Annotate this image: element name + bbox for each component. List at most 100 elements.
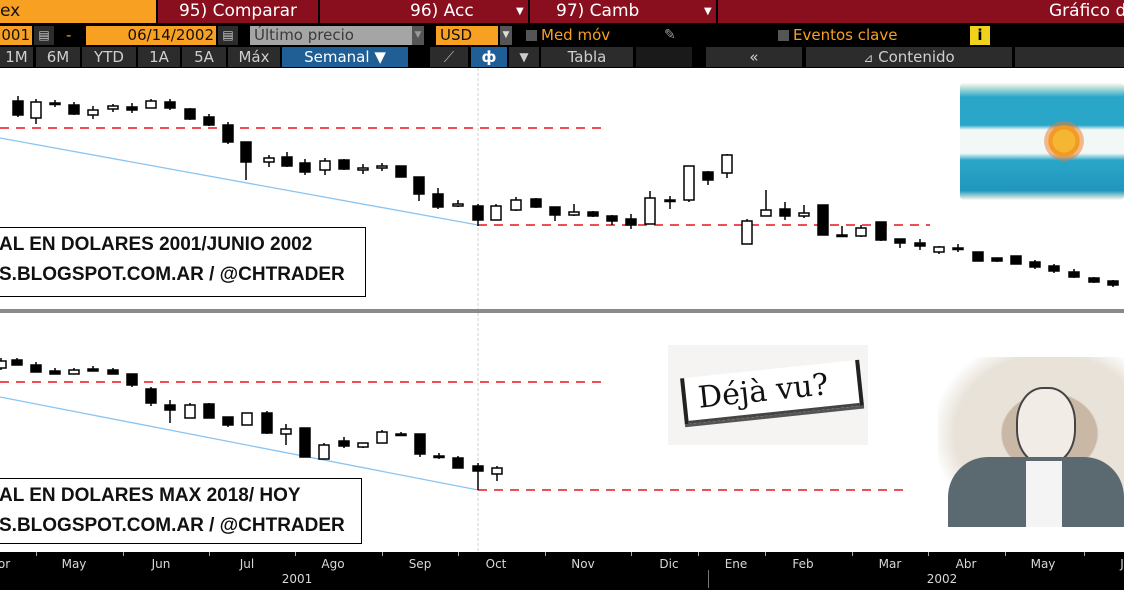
candle[interactable] [318,443,330,460]
range-1a-button[interactable]: 1A [138,47,180,67]
candle[interactable] [107,104,119,112]
dropdown-arrow-icon[interactable]: ▼ [500,26,512,45]
candle[interactable] [491,466,503,481]
candle[interactable] [472,204,484,226]
price-field-select[interactable]: Último precio [250,26,412,45]
start-date-input[interactable]: 001 [0,26,32,45]
candle[interactable] [184,108,196,120]
candle[interactable] [952,244,964,252]
candle[interactable] [241,412,253,426]
candle[interactable] [1029,260,1041,269]
table-button[interactable]: Tabla [541,47,633,67]
range-1m-button[interactable]: 1M [0,47,33,67]
candle[interactable] [164,400,176,423]
chart-type-dropdown-icon[interactable]: ▼ [509,47,539,67]
candle[interactable] [357,442,369,448]
candle[interactable] [432,188,444,209]
candle[interactable] [376,163,388,171]
candle[interactable] [263,155,275,167]
calendar-icon[interactable]: ▤ [34,26,54,45]
candle[interactable] [625,214,637,229]
chart-area[interactable]: Déjà vu? AL EN DOLARES 2001/JUNIO 2002 S… [0,68,1124,552]
candle[interactable] [299,427,311,458]
line-chart-icon[interactable]: ⟋ [430,47,468,67]
candle[interactable] [836,226,848,238]
candle[interactable] [395,165,407,178]
candle[interactable] [875,221,887,241]
ticker-field[interactable]: ex [0,0,156,23]
change-menu[interactable]: 97) Camb ▼ [530,0,716,23]
moving-avg-checkbox[interactable] [526,30,537,41]
candle[interactable] [222,122,234,144]
candle[interactable] [549,206,561,221]
candle[interactable] [203,403,215,419]
actions-menu[interactable]: 96) Acc ▼ [320,0,528,23]
candle[interactable] [203,114,215,126]
candle[interactable] [414,433,426,457]
candle[interactable] [12,96,24,117]
collapse-button[interactable]: « [706,47,802,67]
candle[interactable] [914,239,926,250]
candle[interactable] [721,154,733,178]
candle[interactable] [894,238,906,248]
candle[interactable] [11,358,23,366]
candle[interactable] [145,387,157,406]
key-events-checkbox[interactable] [778,30,789,41]
candle[interactable] [972,251,984,262]
candle[interactable] [1088,277,1100,283]
candle[interactable] [568,204,580,216]
candle[interactable] [433,453,445,459]
candle[interactable] [855,225,867,237]
candle[interactable] [30,99,42,124]
candle[interactable] [1010,255,1022,265]
end-date-input[interactable]: 06/14/2002 [86,26,216,45]
candle[interactable] [817,204,829,236]
candle[interactable] [683,165,695,202]
candle[interactable] [299,159,311,175]
candle[interactable] [222,416,234,427]
candle[interactable] [68,368,80,375]
candle[interactable] [587,211,599,217]
price-chart[interactable] [0,68,1124,552]
period-select[interactable]: Semanal ▼ [282,47,408,67]
candle[interactable] [452,456,464,469]
range-5a-button[interactable]: 5A [182,47,226,67]
candle[interactable] [338,437,350,448]
range-max-button[interactable]: Máx [228,47,280,67]
candle[interactable] [452,200,464,207]
candlestick-icon[interactable]: ф [471,47,507,67]
candle[interactable] [126,373,138,387]
calendar-icon[interactable]: ▤ [218,26,238,45]
candle[interactable] [0,358,7,370]
candle[interactable] [164,99,176,110]
content-button[interactable]: ⊿ Contenido [806,47,1012,67]
candle[interactable] [490,204,502,221]
range-ytd-button[interactable]: YTD [82,47,136,67]
candle[interactable] [1048,264,1060,273]
candle[interactable] [395,432,407,437]
candle[interactable] [530,198,542,208]
info-icon[interactable]: i [970,26,990,45]
candle[interactable] [741,219,753,245]
candle[interactable] [606,215,618,225]
candle[interactable] [413,176,425,201]
candle[interactable] [261,411,273,434]
candle[interactable] [644,191,656,225]
candle[interactable] [184,403,196,419]
candle[interactable] [49,368,61,375]
candle[interactable] [1107,280,1119,287]
candle[interactable] [357,164,369,174]
pencil-icon[interactable]: ✎ [664,27,676,43]
candle[interactable] [933,246,945,254]
candle[interactable] [68,102,80,115]
candle[interactable] [472,463,484,490]
candle[interactable] [779,202,791,220]
candle[interactable] [376,430,388,444]
candle[interactable] [319,158,331,175]
candle[interactable] [1068,269,1080,278]
range-6m-button[interactable]: 6M [36,47,80,67]
candle[interactable] [107,368,119,375]
candle[interactable] [760,190,772,217]
candle[interactable] [87,106,99,119]
candle[interactable] [798,205,810,218]
